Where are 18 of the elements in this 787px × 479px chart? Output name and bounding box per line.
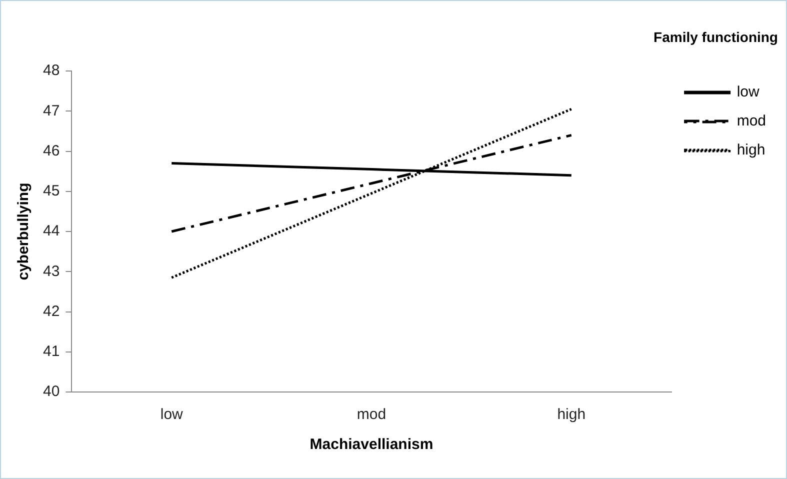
x-tick-label: mod: [356, 406, 386, 424]
y-tick-label: 45: [42, 182, 60, 200]
x-axis-title: Machiavellianism: [310, 436, 434, 454]
y-tick-label: 44: [42, 222, 60, 240]
y-tick-label: 41: [42, 343, 60, 360]
x-tick-label: high: [557, 406, 586, 424]
x-tick-label: low: [160, 406, 184, 424]
y-tick-label: 43: [42, 262, 60, 280]
y-tick-label: 40: [42, 383, 60, 400]
y-tick-label: 46: [42, 142, 60, 160]
legend-label: high: [736, 142, 766, 159]
legend-title: Family functioning: [654, 28, 778, 45]
y-axis-title: cyberbullying: [15, 182, 32, 280]
legend-label: low: [736, 84, 760, 101]
y-tick-label: 47: [42, 102, 60, 120]
legend-label: mod: [736, 112, 766, 130]
y-tick-label: 48: [42, 62, 60, 80]
y-tick-label: 42: [42, 302, 60, 320]
